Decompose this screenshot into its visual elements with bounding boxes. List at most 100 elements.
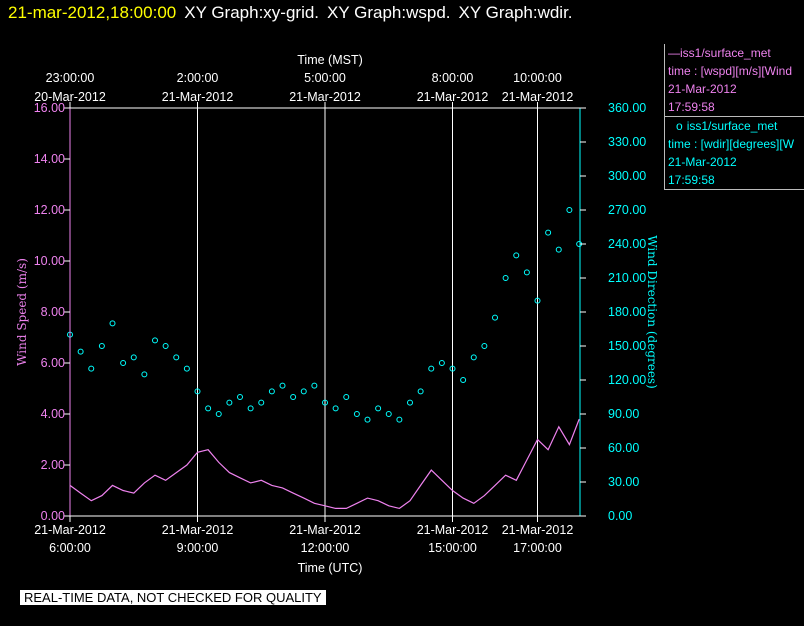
bottom-tick-date: 21-Mar-2012 — [502, 523, 574, 537]
bottom-axis-label: Time (UTC) — [298, 561, 363, 575]
left-axis-label: Wind Speed (m/s) — [15, 258, 29, 366]
wind-direction-point — [438, 360, 445, 366]
wind-direction-point — [343, 394, 350, 400]
legend: —iss1/surface_met time : [wspd][m/s][Win… — [664, 44, 804, 190]
wind-direction-point — [470, 354, 477, 361]
wind-direction-point — [183, 365, 190, 372]
legend-wdir-variable: time : [wdir][degrees][W — [668, 137, 795, 151]
wind-direction-point — [279, 382, 286, 389]
wind-direction-point — [534, 297, 541, 304]
right-tick-label: 150.00 — [608, 339, 646, 353]
wind-direction-point — [502, 275, 509, 281]
wind-direction-point — [385, 411, 392, 417]
left-tick-label: 10.00 — [34, 254, 65, 268]
wind-direction-point — [120, 360, 127, 366]
top-tick-date: 21-Mar-2012 — [162, 90, 234, 104]
bottom-tick-date: 21-Mar-2012 — [34, 523, 106, 537]
wind-direction-point — [353, 411, 360, 417]
right-tick-label: 60.00 — [608, 441, 639, 455]
wind-direction-point — [300, 388, 307, 395]
right-tick-label: 120.00 — [608, 373, 646, 387]
wind-direction-point — [258, 399, 265, 406]
left-tick-label: 6.00 — [41, 356, 65, 370]
legend-line-symbol: — — [668, 46, 680, 60]
bottom-tick-time: 17:00:00 — [513, 541, 562, 555]
right-tick-label: 180.00 — [608, 305, 646, 319]
wind-direction-point — [109, 320, 116, 327]
right-tick-label: 330.00 — [608, 135, 646, 149]
axis-labels: 0.00 2.00 4.00 6.00 8.00 10.00 12.00 14.00 16.00… — [15, 53, 659, 575]
wind-direction-point — [375, 405, 382, 412]
axes — [64, 102, 586, 522]
top-tick-date: 21-Mar-2012 — [417, 90, 489, 104]
legend-wspd: —iss1/surface_met time : [wspd][m/s][Win… — [664, 44, 804, 117]
wind-direction-point — [545, 229, 552, 236]
wind-direction-point — [523, 269, 530, 276]
wind-direction-point — [268, 388, 275, 395]
top-tick-date: 21-Mar-2012 — [502, 90, 574, 104]
wind-direction-point — [77, 348, 84, 355]
grid-lines — [69, 108, 538, 516]
right-tick-label: 270.00 — [608, 203, 646, 217]
top-tick-time: 5:00:00 — [304, 71, 346, 85]
right-tick-label: 360.00 — [608, 101, 646, 115]
wind-direction-point — [555, 246, 562, 253]
wind-speed-series — [69, 418, 580, 510]
wind-direction-point — [417, 388, 424, 395]
wind-direction-point — [205, 405, 212, 412]
wind-direction-point — [290, 394, 297, 400]
left-tick-label: 16.00 — [34, 101, 65, 115]
wind-direction-point — [566, 207, 573, 213]
wind-direction-point — [141, 371, 148, 378]
bottom-tick-time: 12:00:00 — [301, 541, 350, 555]
legend-wdir-time: 17:59:58 — [668, 173, 715, 187]
legend-wspd-source: iss1/surface_met — [680, 46, 771, 60]
top-tick-date: 20-Mar-2012 — [34, 90, 106, 104]
top-tick-date: 21-Mar-2012 — [289, 90, 361, 104]
wind-direction-point — [428, 365, 435, 372]
wind-direction-point — [407, 399, 413, 406]
legend-wdir: o iss1/surface_met time : [wdir][degrees]… — [664, 117, 804, 190]
graph-header: 21-mar-2012,18:00:00 XY Graph:xy-grid. XY … — [8, 3, 573, 23]
legend-wspd-date: 21-Mar-2012 — [668, 82, 737, 96]
left-tick-label: 12.00 — [34, 203, 65, 217]
graph-title-xy-grid: XY Graph:xy-grid. — [184, 3, 320, 22]
legend-marker-symbol: o — [676, 119, 683, 133]
top-tick-time: 8:00:00 — [432, 71, 474, 85]
wind-direction-point — [215, 411, 222, 417]
wind-direction-point — [322, 399, 328, 406]
graph-title-wspd: XY Graph:wspd. — [327, 3, 451, 22]
wind-direction-point — [396, 416, 403, 423]
right-axis-label: Wind Direction (degrees) — [645, 235, 659, 389]
left-tick-label: 8.00 — [41, 305, 65, 319]
right-tick-label: 90.00 — [608, 407, 639, 421]
bottom-tick-time: 9:00:00 — [177, 541, 219, 555]
bottom-tick-date: 21-Mar-2012 — [162, 523, 234, 537]
top-tick-time: 23:00:00 — [46, 71, 95, 85]
right-tick-label: 240.00 — [608, 237, 646, 251]
top-tick-time: 2:00:00 — [177, 71, 219, 85]
graph-title-wdir: XY Graph:wdir. — [458, 3, 573, 22]
wind-speed-line — [69, 418, 580, 510]
top-tick-time: 10:00:00 — [513, 71, 562, 85]
bottom-tick-date: 21-Mar-2012 — [417, 523, 489, 537]
wind-direction-point — [88, 365, 95, 372]
bottom-tick-time: 6:00:00 — [49, 541, 91, 555]
right-tick-label: 300.00 — [608, 169, 646, 183]
wind-direction-point — [162, 343, 169, 349]
wind-direction-point — [194, 388, 201, 395]
right-tick-label: 0.00 — [608, 509, 632, 523]
wind-direction-point — [332, 405, 339, 412]
bottom-tick-date: 21-Mar-2012 — [289, 523, 361, 537]
wind-direction-point — [247, 405, 254, 412]
legend-wspd-time: 17:59:58 — [668, 100, 715, 114]
left-tick-label: 0.00 — [41, 509, 65, 523]
wind-direction-point — [449, 365, 456, 372]
left-tick-label: 14.00 — [34, 152, 65, 166]
wind-direction-point — [364, 416, 371, 423]
wind-direction-point — [513, 252, 520, 259]
wind-direction-point — [492, 314, 498, 321]
wind-direction-point — [173, 354, 180, 361]
legend-wdir-source: iss1/surface_met — [686, 119, 778, 133]
